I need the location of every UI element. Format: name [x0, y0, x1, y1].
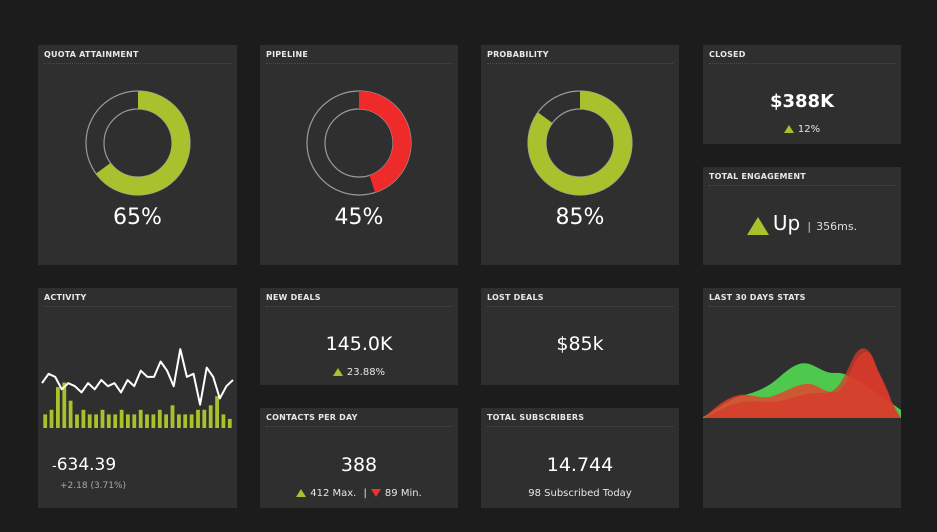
last-30-days-area-chart [703, 348, 901, 418]
panel-title: TOTAL ENGAGEMENT [709, 172, 895, 186]
activity-bar [202, 409, 207, 428]
probability-panel: PROBABILITY 85% [481, 45, 679, 265]
activity-bar [56, 387, 60, 428]
quota-attainment-panel: QUOTA ATTAINMENT 65% [38, 45, 237, 265]
panel-title: NEW DEALS [266, 293, 452, 307]
contacts-min: 89 Min. [384, 488, 422, 499]
lost-deals-value: $85k [556, 333, 604, 355]
activity-bar [87, 414, 92, 428]
contacts-per-day-panel: CONTACTS PER DAY 388 412 Max. | 89 Min. [260, 408, 458, 508]
quota-value: 65% [113, 205, 162, 230]
triangle-up-icon [332, 368, 343, 376]
contacts-range: 412 Max. | 89 Min. [260, 488, 458, 499]
closed-change: 12% [703, 124, 901, 135]
activity-bar [151, 414, 156, 428]
activity-bar [106, 414, 111, 428]
activity-line [41, 348, 234, 406]
donut-inner-outline [545, 108, 615, 178]
lost-deals-panel: LOST DEALS $85k [481, 288, 679, 385]
activity-bar [138, 409, 143, 428]
pipeline-donut-chart [306, 90, 412, 196]
subscribers-value: 14.744 [546, 454, 614, 476]
activity-bar [100, 409, 105, 428]
panel-title: PROBABILITY [487, 50, 673, 64]
activity-bar [113, 414, 118, 428]
triangle-up-icon [296, 489, 307, 497]
activity-value-prefix: - [52, 459, 57, 474]
triangle-up-icon [746, 216, 769, 235]
activity-panel: ACTIVITY -634.39 +2.18 (3.71%) [38, 288, 237, 508]
activity-bar [177, 414, 181, 428]
activity-bar [145, 414, 149, 428]
engagement-status: Up | 356ms. [703, 211, 901, 235]
activity-bar [68, 400, 73, 428]
engagement-latency: 356ms. [816, 220, 858, 233]
last-30-days-stats-panel: LAST 30 DAYS STATS [703, 288, 901, 508]
panel-title: ACTIVITY [44, 293, 231, 307]
total-engagement-panel: TOTAL ENGAGEMENT Up | 356ms. [703, 167, 901, 265]
probability-value: 85% [555, 205, 605, 230]
panel-title: TOTAL SUBSCRIBERS [487, 413, 673, 427]
probability-donut-chart [527, 90, 633, 196]
total-subscribers-panel: TOTAL SUBSCRIBERS 14.744 98 Subscribed T… [481, 408, 679, 508]
activity-bar [196, 409, 200, 428]
closed-panel: CLOSED $388K 12% [703, 45, 901, 144]
donut-value-arc [528, 91, 632, 195]
donut-inner-outline [324, 108, 394, 178]
contacts-value: 388 [340, 454, 378, 476]
activity-bar [208, 405, 213, 428]
activity-bar [94, 414, 98, 428]
activity-bar [227, 418, 232, 428]
pipeline-panel: PIPELINE 45% [260, 45, 458, 265]
engagement-separator: | [807, 220, 812, 233]
donut-value-arc [359, 91, 411, 193]
activity-bar [189, 414, 194, 428]
panel-title: CLOSED [709, 50, 895, 64]
activity-bar [164, 414, 168, 428]
activity-bar [75, 414, 79, 428]
activity-bar [132, 414, 137, 428]
triangle-up-icon [783, 125, 794, 133]
activity-bar [126, 414, 130, 428]
activity-bar [170, 405, 175, 428]
activity-bar [157, 409, 162, 428]
contacts-max: 412 Max. [310, 488, 357, 499]
donut-inner-outline [103, 108, 173, 178]
activity-bar [81, 409, 86, 428]
subscribers-caption: 98 Subscribed Today [528, 488, 632, 499]
activity-value: -634.39 [52, 455, 117, 475]
engagement-status-text: Up [772, 211, 801, 235]
contacts-separator: | [363, 488, 367, 499]
activity-bar [221, 414, 226, 428]
donut-value-arc [95, 91, 190, 195]
activity-bar [183, 414, 188, 428]
closed-value: $388K [769, 91, 835, 112]
new-deals-value: 145.0K [325, 333, 393, 355]
activity-bar [49, 409, 54, 428]
new-deals-change: 23.88% [260, 367, 458, 378]
pipeline-value: 45% [334, 205, 384, 230]
activity-bar [62, 382, 67, 428]
activity-change: +2.18 (3.71%) [60, 481, 127, 491]
activity-bar [215, 396, 219, 428]
activity-bar [43, 414, 48, 428]
area-series-red-dark [703, 348, 901, 418]
triangle-down-icon [370, 489, 381, 497]
activity-chart [41, 348, 234, 428]
panel-title: PIPELINE [266, 50, 452, 64]
panel-title: QUOTA ATTAINMENT [44, 50, 231, 64]
new-deals-panel: NEW DEALS 145.0K 23.88% [260, 288, 458, 385]
panel-title: LAST 30 DAYS STATS [709, 293, 895, 307]
quota-donut-chart [85, 90, 191, 196]
panel-title: CONTACTS PER DAY [266, 413, 452, 427]
panel-title: LOST DEALS [487, 293, 673, 307]
activity-bar [119, 409, 124, 428]
